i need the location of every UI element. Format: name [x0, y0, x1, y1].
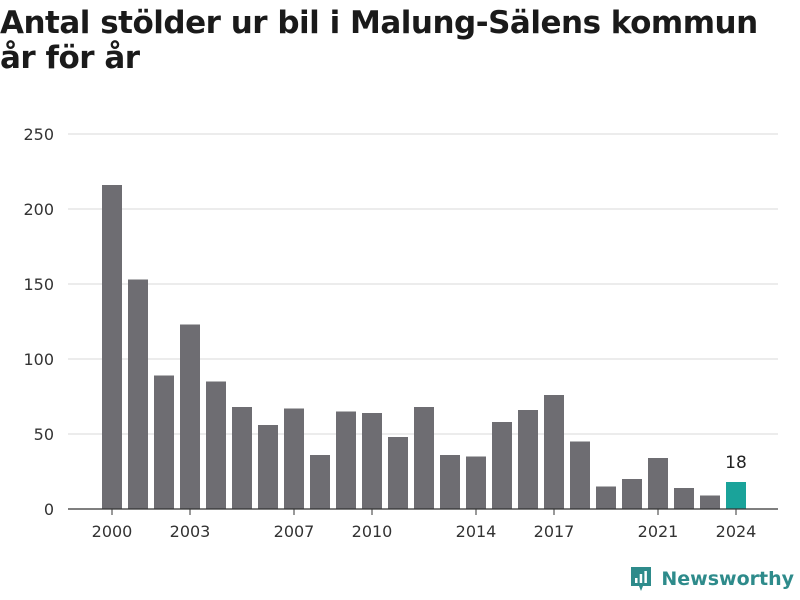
y-tick-label: 50 — [34, 425, 54, 444]
bar-2018 — [570, 441, 590, 509]
bar-2024 — [726, 482, 746, 509]
y-tick-label: 250 — [23, 125, 54, 144]
x-tick-label: 2007 — [274, 522, 315, 541]
gridlines — [68, 133, 778, 435]
bar-2013 — [440, 455, 460, 509]
y-tick-label: 200 — [23, 200, 54, 219]
bar-2014 — [466, 456, 486, 509]
x-tick-label: 2003 — [170, 522, 211, 541]
bar-2003 — [180, 324, 200, 509]
bar-2017 — [544, 395, 564, 509]
y-tick-label: 150 — [23, 275, 54, 294]
x-axis-ticks: 2000 2003 2007 2010 2014 2017 2021 2024 — [92, 509, 757, 541]
bar-2010 — [362, 413, 382, 509]
bars — [102, 185, 746, 509]
bar-2016 — [518, 410, 538, 509]
bar-2001 — [128, 279, 148, 509]
chart-title: Antal stölder ur bil i Malung-Sälens kom… — [0, 5, 758, 76]
y-tick-label: 0 — [44, 500, 54, 519]
bar-2008 — [310, 455, 330, 509]
bar-2004 — [206, 381, 226, 509]
bar-2009 — [336, 411, 356, 509]
bar-2007 — [284, 408, 304, 509]
bar-2023 — [700, 495, 720, 509]
bar-2022 — [674, 488, 694, 509]
bar-2005 — [232, 407, 252, 509]
x-tick-label: 2017 — [534, 522, 575, 541]
data-labels: 18 — [725, 453, 747, 473]
data-label-2024: 18 — [725, 453, 747, 473]
newsworthy-logo-icon — [631, 567, 652, 591]
bar-2002 — [154, 375, 174, 509]
x-tick-label: 2024 — [716, 522, 757, 541]
brand-logo: Newsworthy — [629, 564, 794, 594]
x-tick-label: 2000 — [92, 522, 133, 541]
bar-2021 — [648, 458, 668, 509]
x-tick-label: 2021 — [638, 522, 679, 541]
brand-name: Newsworthy — [661, 568, 794, 590]
bar-2015 — [492, 422, 512, 509]
bar-2000 — [102, 185, 122, 509]
x-tick-label: 2014 — [456, 522, 497, 541]
bar-2019 — [596, 486, 616, 509]
y-tick-label: 100 — [23, 350, 54, 369]
x-tick-label: 2010 — [352, 522, 393, 541]
bar-2020 — [622, 479, 642, 509]
bar-2006 — [258, 425, 278, 509]
y-axis-ticks: 0 50 100 150 200 250 — [23, 125, 54, 519]
bar-2012 — [414, 407, 434, 509]
bar-2011 — [388, 437, 408, 509]
